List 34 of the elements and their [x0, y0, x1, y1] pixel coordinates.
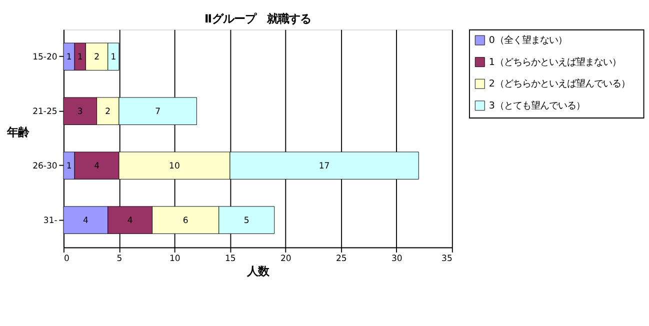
- data-label: 2: [105, 106, 111, 117]
- data-label: 3: [77, 106, 83, 117]
- y-tick-label: 26-30: [32, 161, 58, 172]
- legend-label: 3（とても望んでいる）: [488, 100, 585, 112]
- y-tick-label: 21-25: [32, 106, 58, 117]
- data-label: 7: [155, 106, 161, 117]
- y-tick-label: 15-20: [32, 52, 58, 62]
- y-tick-label: 31-: [43, 216, 58, 226]
- x-tick-label: 10: [170, 254, 180, 264]
- x-tick-label: 5: [116, 254, 122, 264]
- data-label: 1: [110, 52, 116, 62]
- data-label: 6: [182, 216, 188, 226]
- data-label: 5: [244, 216, 250, 226]
- data-label: 4: [94, 161, 100, 172]
- legend-label: 0（全く望まない）: [488, 35, 567, 46]
- y-axis-title: 年齢: [6, 124, 30, 139]
- x-tick-label: 15: [225, 254, 236, 264]
- data-label: 2: [94, 52, 100, 62]
- x-tick-label: 30: [391, 254, 402, 264]
- legend-label: 2（どちらかといえば望んでいる）: [488, 78, 630, 90]
- chart-title: Ⅱグループ 就職する: [204, 11, 311, 26]
- x-tick-label: 35: [442, 254, 452, 264]
- legend-label: 1（どちらかといえば望まない）: [488, 56, 621, 68]
- x-axis-title: 人数: [246, 264, 270, 278]
- x-tick-label: 0: [64, 254, 70, 264]
- x-tick-label: 20: [280, 254, 292, 264]
- data-label: 17: [318, 161, 330, 172]
- data-label: 1: [66, 52, 72, 62]
- data-label: 4: [82, 216, 88, 226]
- data-label: 1: [77, 52, 83, 62]
- x-tick-label: 25: [336, 254, 347, 264]
- data-label: 4: [127, 216, 133, 226]
- data-label: 1: [66, 161, 72, 172]
- data-label: 10: [169, 161, 180, 172]
